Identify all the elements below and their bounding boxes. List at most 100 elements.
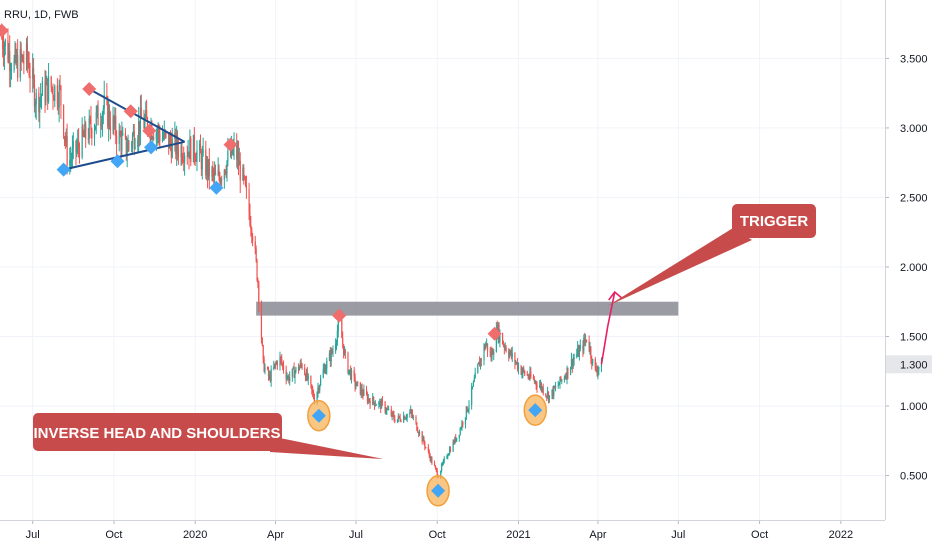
- candle-body: [169, 136, 172, 144]
- y-tick-label: 1.500: [900, 331, 928, 343]
- candle-body: [331, 349, 333, 353]
- candle-body: [53, 97, 55, 101]
- candle-body: [287, 376, 289, 378]
- candle-body: [378, 402, 380, 405]
- candle-body: [359, 382, 361, 395]
- candle-body: [183, 155, 186, 163]
- candle-body: [100, 123, 102, 126]
- candle-body: [34, 104, 36, 107]
- candle-body: [282, 364, 285, 371]
- candle-body: [474, 372, 476, 379]
- candle-body: [180, 146, 182, 157]
- candle-body: [115, 135, 118, 144]
- x-tick-label: 2022: [829, 529, 853, 541]
- candle-body: [206, 160, 208, 176]
- triangle-trend-line: [63, 140, 185, 171]
- candle-body: [446, 456, 448, 459]
- candle-body: [211, 168, 213, 177]
- candle-body: [442, 460, 444, 464]
- candle-body: [403, 416, 406, 420]
- candle-body: [335, 341, 338, 344]
- candle-body: [522, 368, 524, 373]
- candle-body: [514, 353, 516, 363]
- candle-body: [78, 140, 80, 148]
- candle-body: [20, 49, 22, 59]
- candle-body: [168, 132, 170, 149]
- candle-body: [250, 225, 252, 229]
- candle-body: [9, 70, 12, 72]
- candle-body: [590, 347, 592, 359]
- candle-body: [121, 134, 123, 151]
- candle-body: [418, 431, 421, 434]
- candle-body: [260, 303, 263, 339]
- candle-body: [128, 142, 130, 145]
- pattern-callout-box: [33, 413, 282, 451]
- candle-body: [78, 147, 81, 158]
- candle-body: [588, 341, 590, 350]
- candle-body: [337, 319, 339, 331]
- candle-body: [63, 136, 66, 138]
- x-tick-label: Oct: [751, 529, 768, 541]
- candle-body: [596, 370, 598, 374]
- triangle-lines-layer: [63, 88, 186, 171]
- candle-body: [504, 347, 506, 349]
- x-tick-label: Oct: [429, 529, 446, 541]
- candle-body: [132, 131, 134, 136]
- candle-body: [94, 125, 96, 130]
- candle-body: [114, 115, 116, 125]
- candle-body: [399, 417, 401, 421]
- candle-body: [434, 466, 437, 468]
- candle-body: [467, 409, 469, 412]
- candle-body: [441, 464, 443, 471]
- candle-body: [563, 378, 565, 380]
- candle-body: [152, 137, 154, 139]
- candle-body: [217, 170, 219, 175]
- candle-body: [530, 371, 532, 378]
- candle-body: [529, 371, 531, 379]
- candle-body: [385, 411, 387, 413]
- candle-body: [356, 382, 358, 386]
- candle-body: [547, 392, 549, 397]
- candle-body: [239, 160, 241, 181]
- candle-body: [88, 118, 90, 140]
- candle-body: [577, 347, 580, 357]
- candle-body: [106, 95, 108, 100]
- candle-body: [330, 349, 332, 362]
- candle-body: [187, 151, 189, 156]
- candle-body: [56, 85, 59, 104]
- candle-body: [69, 159, 71, 166]
- candle-body: [245, 185, 248, 190]
- candle-body: [406, 414, 408, 418]
- candle-body: [564, 376, 566, 379]
- candle-body: [349, 369, 351, 371]
- candle-body: [96, 106, 98, 113]
- candle-body: [232, 147, 234, 154]
- candle-body: [200, 153, 202, 170]
- candle-body: [19, 49, 21, 78]
- candle-body: [190, 138, 192, 163]
- candle-body: [435, 467, 437, 471]
- candle-body: [220, 179, 222, 184]
- candles-layer: [1, 23, 603, 479]
- peak-diamond-marker: [82, 81, 97, 96]
- candle-body: [227, 150, 229, 162]
- candle-body: [403, 416, 405, 422]
- candle-body: [62, 105, 65, 137]
- candle-body: [462, 422, 464, 425]
- candle-body: [206, 160, 209, 177]
- candle-body: [155, 133, 157, 140]
- candle-body: [572, 359, 574, 367]
- candle-body: [57, 103, 59, 108]
- trigger-callout-box: [732, 204, 816, 238]
- x-tick-label: 2021: [506, 529, 530, 541]
- candle-body: [493, 351, 495, 355]
- trough-diamond-marker: [311, 408, 326, 423]
- candle-body: [478, 362, 481, 367]
- candle-body: [162, 137, 164, 139]
- candle-body: [585, 339, 588, 342]
- candle-body: [486, 343, 489, 352]
- candle-body: [196, 149, 198, 162]
- resistance-zone: [256, 301, 679, 316]
- candle-body: [182, 160, 184, 162]
- candle-body: [193, 134, 195, 157]
